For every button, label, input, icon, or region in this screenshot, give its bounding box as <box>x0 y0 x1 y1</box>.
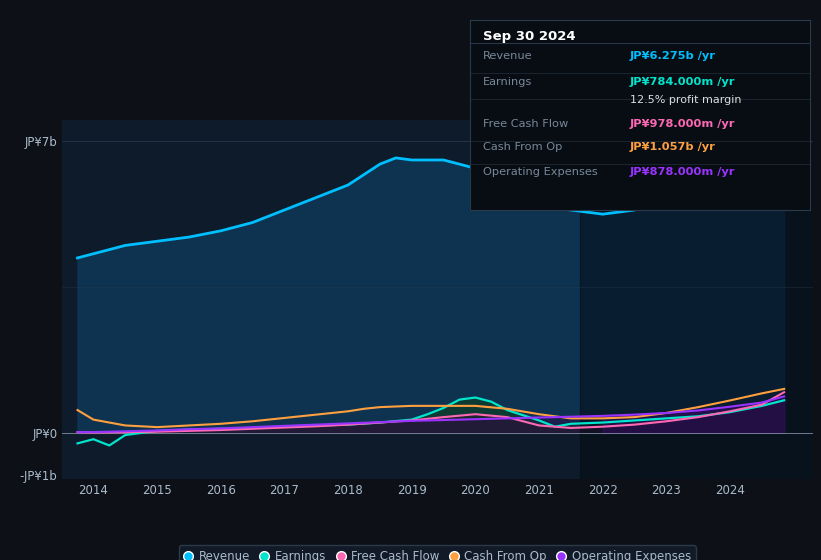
Text: JP¥978.000m /yr: JP¥978.000m /yr <box>630 119 736 129</box>
Text: Free Cash Flow: Free Cash Flow <box>484 119 568 129</box>
Text: JP¥878.000m /yr: JP¥878.000m /yr <box>630 167 736 177</box>
Bar <box>580 120 813 479</box>
Text: JP¥1.057b /yr: JP¥1.057b /yr <box>630 142 716 152</box>
Text: Revenue: Revenue <box>484 51 533 61</box>
Text: Earnings: Earnings <box>484 77 533 87</box>
Text: 12.5% profit margin: 12.5% profit margin <box>630 95 741 105</box>
Legend: Revenue, Earnings, Free Cash Flow, Cash From Op, Operating Expenses: Revenue, Earnings, Free Cash Flow, Cash … <box>179 545 695 560</box>
Text: Sep 30 2024: Sep 30 2024 <box>484 30 576 43</box>
Text: Cash From Op: Cash From Op <box>484 142 562 152</box>
Text: JP¥784.000m /yr: JP¥784.000m /yr <box>630 77 736 87</box>
Text: JP¥6.275b /yr: JP¥6.275b /yr <box>630 51 716 61</box>
Text: Operating Expenses: Operating Expenses <box>484 167 598 177</box>
